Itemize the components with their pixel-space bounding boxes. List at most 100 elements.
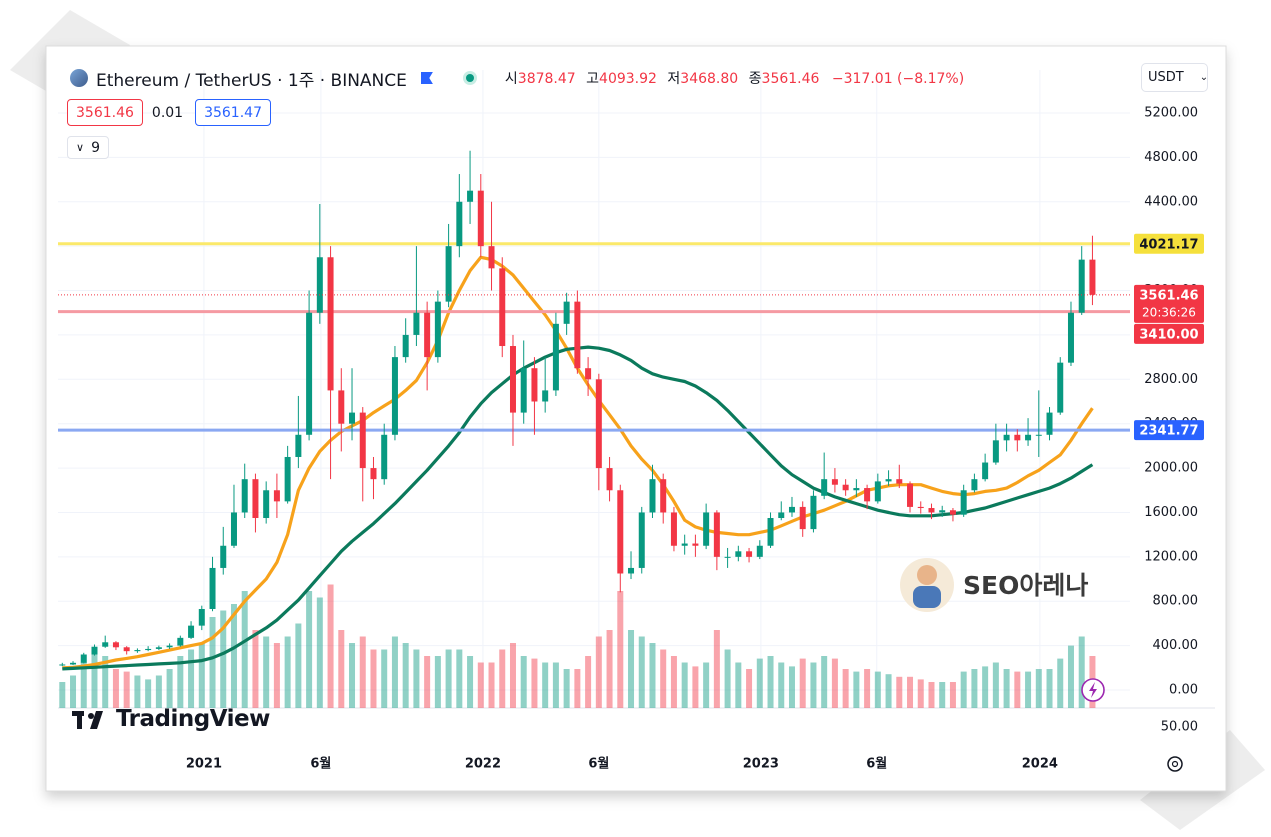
candle-body — [59, 664, 66, 666]
volume-bar — [499, 649, 506, 708]
price-label: 2341.77 — [1139, 424, 1198, 439]
volume-bar — [381, 649, 388, 708]
candle-body — [456, 201, 463, 247]
brand-logo — [88, 713, 94, 719]
candle-body — [499, 268, 506, 347]
candle-body — [295, 434, 302, 457]
candle-body — [595, 379, 602, 469]
candle-body — [574, 301, 581, 369]
candle-body — [316, 257, 323, 313]
candle-body — [617, 490, 624, 574]
candle-body — [628, 567, 635, 574]
candle-body — [917, 506, 924, 509]
settings-icon — [1171, 760, 1179, 768]
frame — [45, 45, 1227, 792]
candle-body — [391, 357, 398, 435]
volume-bar — [960, 671, 967, 708]
volume-bar — [1067, 645, 1074, 708]
candle-body — [606, 468, 613, 491]
symbol-title[interactable]: Ethereum / TetherUS · 1주 · BINANCE — [96, 70, 407, 91]
volume-bar — [434, 656, 441, 708]
candle-body — [273, 490, 280, 502]
indicator-toggle[interactable]: ∨ 9 — [67, 136, 109, 159]
candle-body — [1035, 434, 1042, 436]
settings-button[interactable] — [1167, 756, 1183, 772]
buy-button[interactable]: 3561.47 — [195, 99, 271, 126]
candle-body — [1046, 412, 1053, 435]
flag-button[interactable] — [420, 72, 433, 84]
volume-bar — [520, 656, 527, 708]
sell-button[interactable]: 3561.46 — [67, 99, 143, 126]
volume-bar — [80, 662, 87, 708]
candle-body — [241, 479, 248, 513]
volume-bar — [982, 666, 989, 708]
candle-body — [284, 456, 291, 502]
volume-bar — [295, 623, 302, 708]
candle-body — [1057, 362, 1064, 413]
plot — [58, 150, 1130, 708]
volume-bar — [316, 597, 323, 708]
price-label-box — [1134, 420, 1204, 441]
volume-bar — [188, 649, 195, 708]
spread: 0.01 — [151, 104, 184, 121]
ohlc-key: 시 — [504, 71, 518, 87]
candle-body — [467, 190, 474, 202]
candle-body — [960, 490, 967, 515]
axis: 0.00400.00800.001200.001600.002000.00240… — [186, 106, 1204, 772]
volume-bar — [327, 584, 334, 708]
candle-body — [799, 506, 806, 530]
candle-body — [542, 390, 549, 402]
x-tick-label: 2022 — [465, 757, 501, 772]
candle-body — [735, 551, 742, 557]
candle-body — [724, 556, 731, 558]
candle-body — [864, 488, 871, 502]
brand: TradingView — [116, 706, 270, 732]
candle-body — [1003, 434, 1010, 441]
candle-body — [1067, 312, 1074, 363]
volume-bar — [1057, 658, 1064, 708]
currency-select[interactable]: USDT ⌄ — [1141, 63, 1208, 92]
symbol-icon — [70, 69, 88, 87]
candle-body — [670, 512, 677, 546]
candle-body — [445, 246, 452, 302]
candle-body — [788, 506, 795, 513]
x-tick-label: 2024 — [1022, 757, 1058, 772]
candle-body — [853, 488, 860, 491]
candle-body — [306, 312, 313, 435]
candle-body — [896, 479, 903, 484]
candle-body — [810, 495, 817, 530]
last-price-box — [1134, 284, 1204, 323]
candle-body — [1089, 259, 1096, 295]
x-tick-label: 2023 — [743, 757, 779, 772]
volume-bar — [552, 662, 559, 708]
volume-bar — [359, 636, 366, 708]
x-tick-label: 2021 — [186, 757, 222, 772]
candle-body — [1078, 259, 1085, 313]
watermark-face — [917, 565, 937, 585]
ohlc-value: 3561.46 — [761, 71, 820, 87]
candle-body — [1014, 434, 1021, 441]
candle-body — [263, 490, 270, 519]
candle-body — [434, 301, 441, 358]
candle-body — [413, 312, 420, 335]
volume-bar — [112, 669, 119, 708]
volume-bar — [971, 669, 978, 708]
candle-body — [230, 512, 237, 546]
volume-bar — [746, 669, 753, 708]
candle-body — [746, 551, 753, 557]
candle-body — [703, 512, 710, 546]
bolt-icon — [1089, 682, 1097, 698]
bid-price: 3561.46 — [76, 104, 134, 121]
volume-bar — [391, 636, 398, 708]
ohlc-key: 고 — [586, 71, 600, 87]
candle-body — [327, 257, 334, 391]
volume-bar — [735, 662, 742, 708]
volume-bar — [542, 662, 549, 708]
y-tick-label: 4800.00 — [1144, 150, 1198, 165]
volume-bar — [509, 643, 516, 708]
candle-body — [992, 440, 999, 463]
candle-body — [531, 368, 538, 402]
candle-body — [842, 484, 849, 491]
trade-row: 3561.46 0.01 3561.47 — [67, 99, 271, 126]
